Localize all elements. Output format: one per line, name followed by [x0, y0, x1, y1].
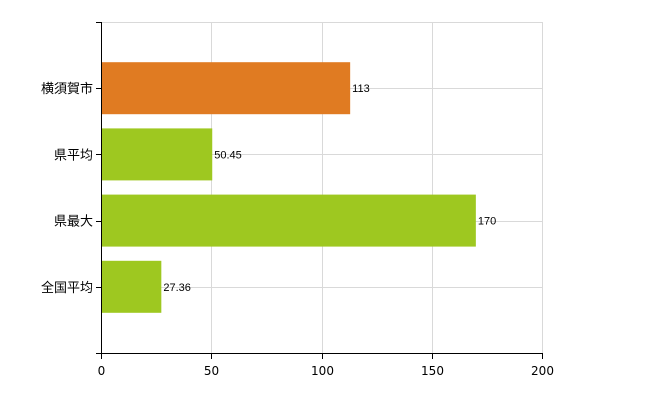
bar-1 — [101, 62, 351, 115]
data-label: 27.36 — [163, 282, 191, 294]
x-tick-label: 0 — [98, 364, 106, 378]
bar-2 — [101, 128, 213, 181]
axes — [96, 22, 543, 359]
x-tick-label: 50 — [204, 364, 219, 378]
data-label: 50.45 — [214, 149, 242, 161]
x-tick-label: 200 — [531, 364, 554, 378]
bar-3 — [101, 194, 476, 247]
data-label: 113 — [352, 83, 370, 95]
bars — [101, 62, 476, 313]
category-label: 県平均 — [54, 148, 93, 163]
category-label: 県最大 — [54, 215, 93, 230]
bar-4 — [101, 260, 162, 313]
x-tick-label: 150 — [421, 364, 444, 378]
category-label: 横須賀市 — [41, 81, 93, 97]
category-label: 全国平均 — [41, 280, 93, 296]
data-label: 170 — [478, 216, 496, 228]
x-tick-label: 100 — [311, 364, 334, 378]
